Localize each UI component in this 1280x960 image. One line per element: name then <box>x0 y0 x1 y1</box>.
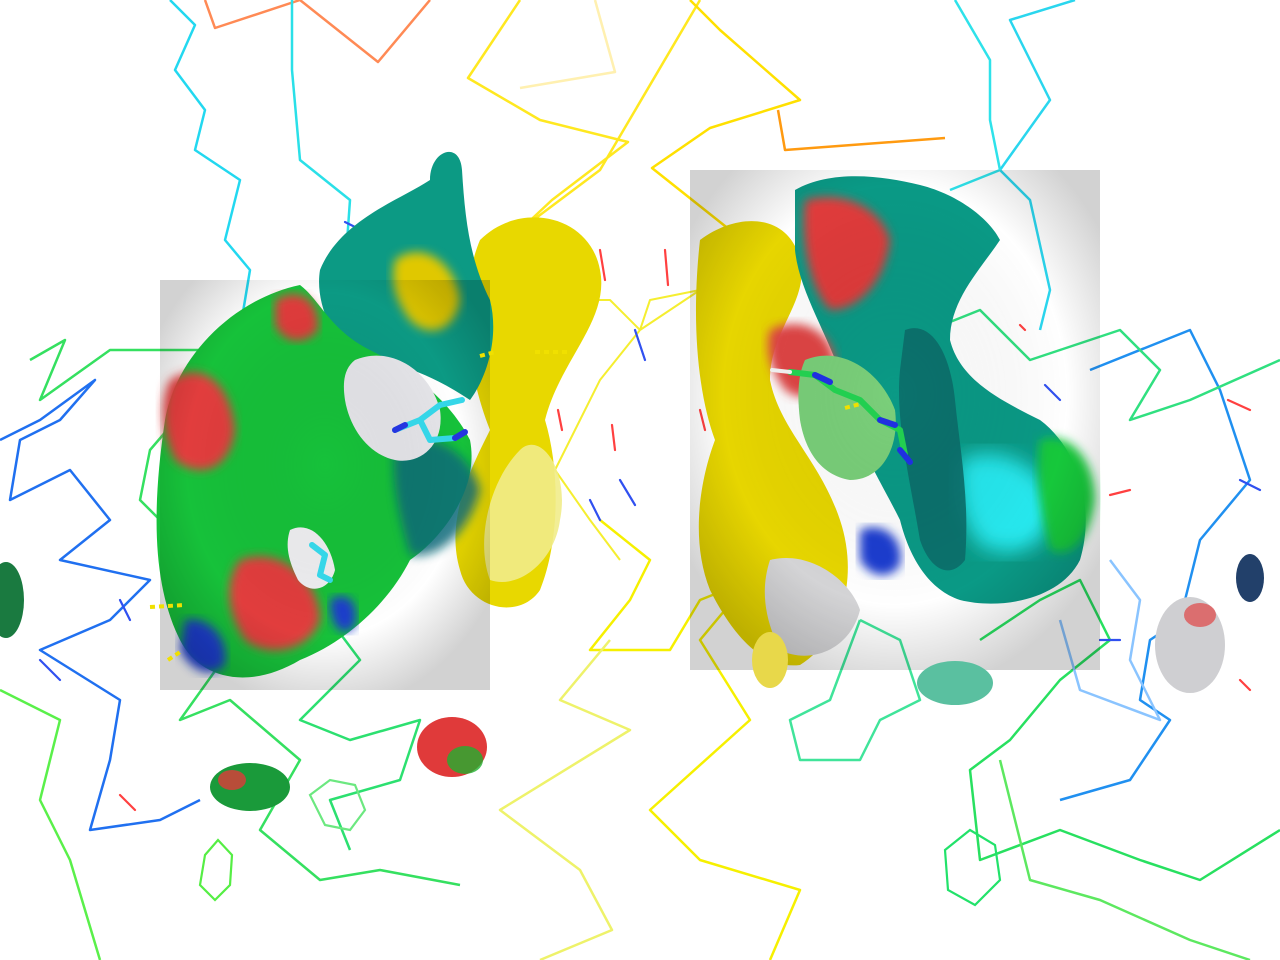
backbone-yellow-top2 <box>650 0 802 231</box>
backbone-cyan-left2 <box>290 0 352 271</box>
ligand-right-n <box>812 372 913 465</box>
blob-green-lower-left-red <box>218 770 246 790</box>
backbone-yellow-mid <box>527 284 701 561</box>
blob-red-green-small-hl <box>447 746 483 774</box>
left-pocket-surface <box>156 151 602 690</box>
backbone-cyan-left <box>169 0 252 331</box>
blob-green-lower-left <box>210 763 290 811</box>
ligand-left-lower <box>309 542 333 583</box>
sidechain-green-ring-left <box>308 778 367 832</box>
surface-fragments <box>0 554 1264 811</box>
sidechain-green-ring-right <box>943 828 1002 907</box>
hydrogen-bonds <box>149 350 861 662</box>
blob-green-left-edge <box>0 562 24 638</box>
backbone-yellow-pale <box>519 0 617 90</box>
blob-grey-right-red <box>1184 603 1216 627</box>
right-surface-shading <box>690 170 1100 670</box>
sidechain-green-ring-left2 <box>198 838 234 902</box>
hbond-4 <box>479 350 496 358</box>
backbone-cyan-right2 <box>949 0 1002 192</box>
backbone-orange-right <box>776 109 946 152</box>
ligand-right-h <box>770 368 792 374</box>
ligand-left-upper-n <box>392 422 468 441</box>
backbone-blue-left <box>0 378 201 832</box>
right-pocket-surface <box>690 170 1100 670</box>
blob-navy-right <box>1236 554 1264 602</box>
hbond-2 <box>166 650 182 662</box>
backbone-yellow-bottom2 <box>498 639 632 960</box>
hbond-1 <box>149 603 186 609</box>
hbond-5 <box>844 402 861 410</box>
ligands <box>309 368 913 583</box>
left-surface-yellow-pale <box>484 444 562 582</box>
backbone-yellow-top <box>466 0 702 232</box>
backbone-orange-left <box>203 0 431 64</box>
left-surface-shading <box>160 280 490 690</box>
backbone-lightblue-right <box>1058 559 1162 722</box>
backbone-green-left2 <box>0 688 102 960</box>
blob-yellow-red-low <box>752 632 788 688</box>
blob-teal-right-low <box>917 661 993 705</box>
backbone-green-right4 <box>998 759 1251 960</box>
